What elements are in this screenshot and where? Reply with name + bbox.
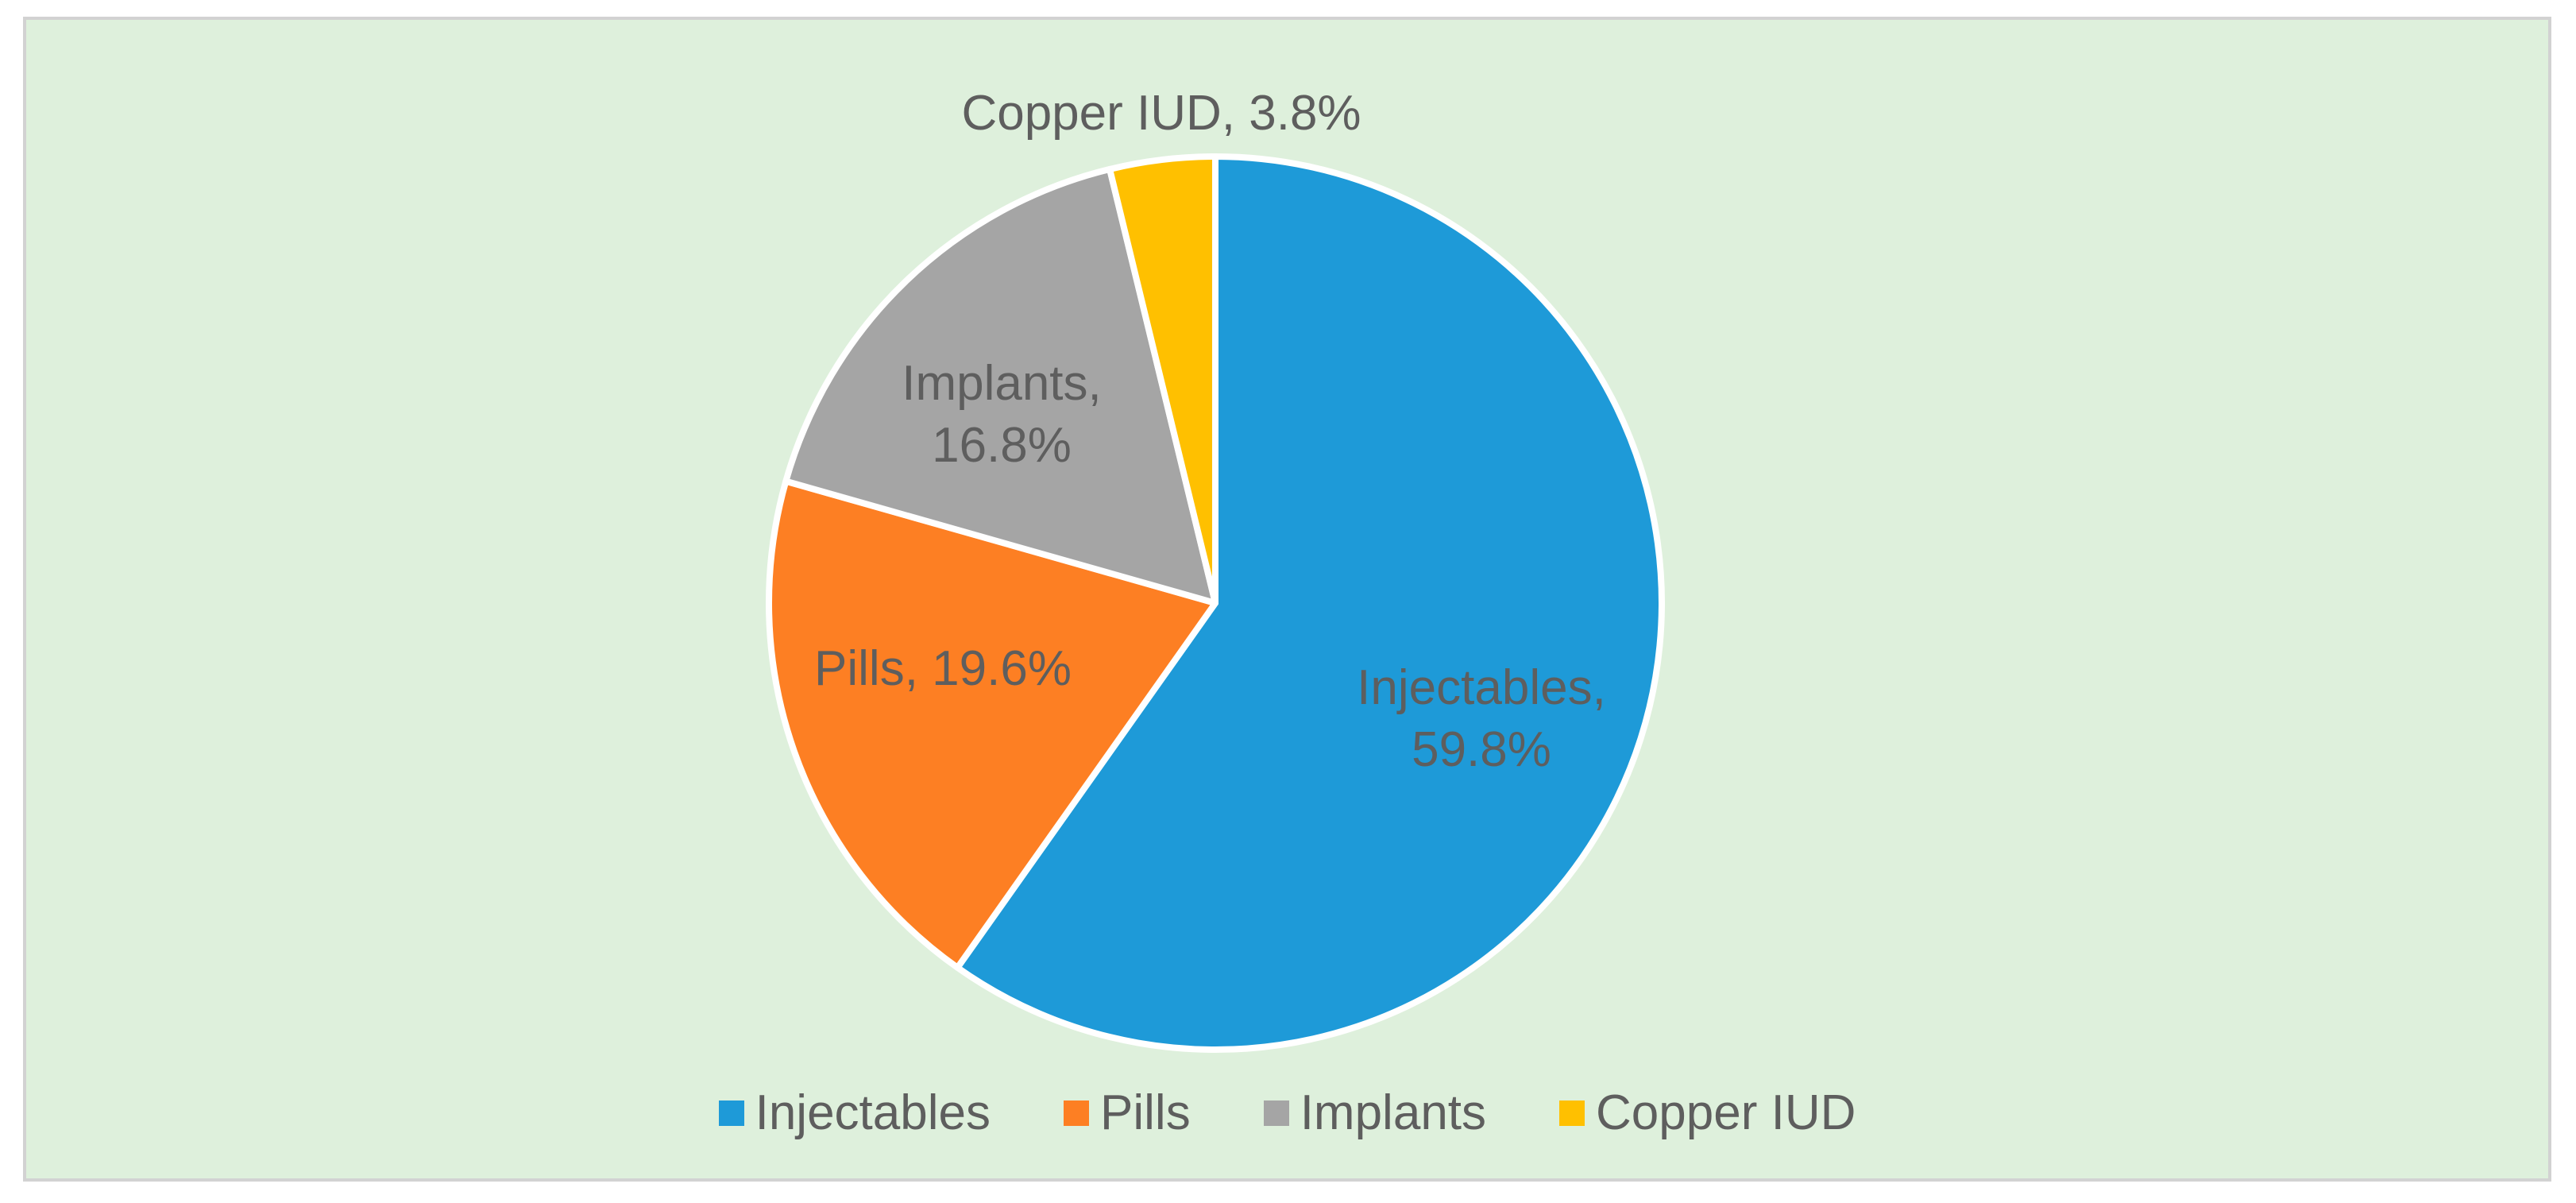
legend-label: Injectables <box>755 1085 991 1140</box>
data-label: Injectables, 59.8% <box>1357 660 1606 777</box>
data-label: Implants, 16.8% <box>902 356 1102 473</box>
pie-slice <box>954 153 1665 1053</box>
legend: Injectables Pills Implants Copper IUD <box>26 1085 2548 1141</box>
legend-item: Injectables <box>718 1085 991 1141</box>
chart-area: Injectables, 59.8% Pills, 19.6% Implants, … <box>23 17 2551 1182</box>
data-label: Copper IUD, 3.8% <box>961 86 1361 141</box>
pie-slice <box>1106 153 1218 606</box>
legend-label: Pills <box>1100 1085 1191 1140</box>
legend-label: Copper IUD <box>1596 1085 1856 1140</box>
legend-swatch <box>718 1100 744 1126</box>
pie-chart <box>766 153 1665 1053</box>
pie-slice <box>782 165 1218 606</box>
legend-item: Pills <box>1064 1085 1191 1141</box>
legend-swatch <box>1064 1100 1090 1126</box>
legend-swatch <box>1263 1100 1289 1126</box>
data-label: Pills, 19.6% <box>814 641 1072 696</box>
legend-swatch <box>1559 1100 1585 1126</box>
pie-slice <box>766 478 1218 971</box>
legend-item: Implants <box>1263 1085 1487 1141</box>
legend-label: Implants <box>1300 1085 1487 1140</box>
legend-item: Copper IUD <box>1559 1085 1856 1141</box>
